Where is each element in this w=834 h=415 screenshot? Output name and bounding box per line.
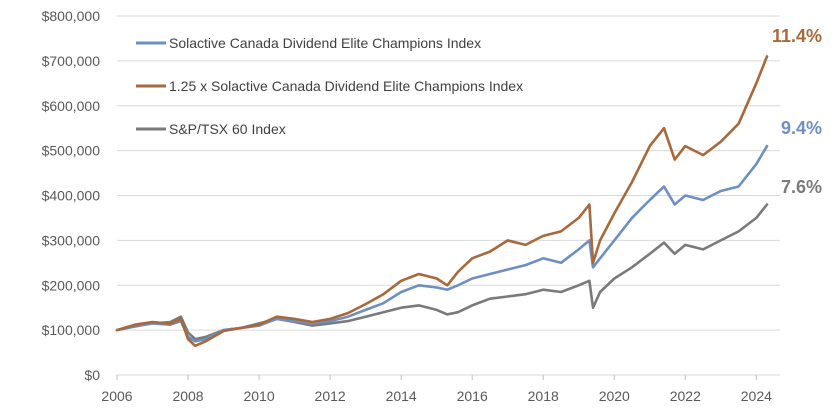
x-tick-label: 2018: [528, 388, 559, 404]
y-tick-label: $500,000: [42, 143, 101, 159]
x-tick-label: 2020: [599, 388, 630, 404]
y-tick-label: $600,000: [42, 98, 101, 114]
x-tick-label: 2016: [457, 388, 488, 404]
y-tick-label: $100,000: [42, 322, 101, 338]
legend-entry-0: Solactive Canada Dividend Elite Champion…: [169, 35, 481, 51]
y-tick-label: $700,000: [42, 53, 101, 69]
x-tick-label: 2024: [741, 388, 772, 404]
legend-entry-2: S&P/TSX 60 Index: [169, 121, 286, 137]
legend: Solactive Canada Dividend Elite Champion…: [136, 35, 523, 137]
y-axis-ticks: $0 $100,000 $200,000 $300,000 $400,000 $500,0…: [42, 8, 101, 383]
x-axis-ticks: 2006 2008 2010 2012 2014 2016 2018 2020 2022 2024: [101, 375, 772, 404]
end-label-1: 11.4%: [772, 26, 822, 46]
grid-lines: [117, 15, 780, 376]
x-tick-label: 2010: [243, 388, 274, 404]
end-label-0: 9.4%: [781, 118, 822, 138]
y-tick-label: $0: [84, 367, 100, 383]
y-tick-label: $300,000: [42, 232, 101, 248]
y-tick-label: $400,000: [42, 188, 101, 204]
x-tick-label: 2012: [315, 388, 346, 404]
x-tick-label: 2014: [386, 388, 417, 404]
x-tick-label: 2022: [670, 388, 701, 404]
y-tick-label: $200,000: [42, 277, 101, 293]
end-labels: 11.4% 9.4% 7.6%: [772, 26, 822, 197]
x-tick-label: 2008: [172, 388, 203, 404]
legend-entry-1: 1.25 x Solactive Canada Dividend Elite C…: [169, 78, 523, 94]
series-line-0: [115, 144, 769, 343]
series-lines: [115, 55, 769, 348]
y-tick-label: $800,000: [42, 8, 101, 24]
series-line-2: [115, 203, 769, 341]
x-tick-label: 2006: [101, 388, 132, 404]
end-label-2: 7.6%: [781, 177, 822, 197]
series-line-1: [115, 55, 769, 348]
